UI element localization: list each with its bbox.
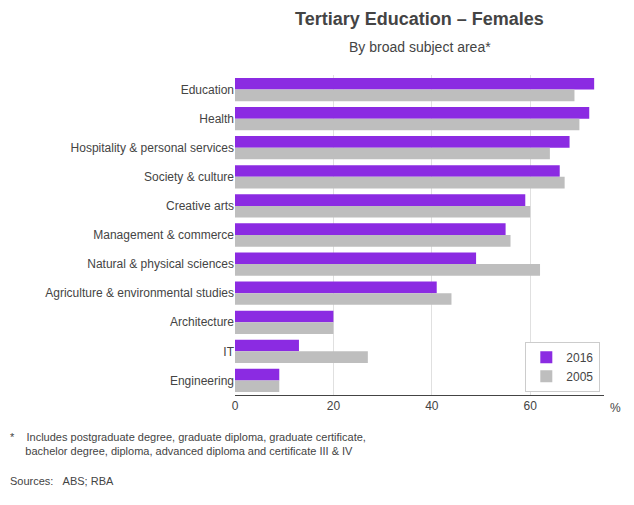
svg-text:Architecture: Architecture — [170, 315, 234, 329]
svg-text:By broad subject area*: By broad subject area* — [349, 39, 491, 55]
svg-text:2005: 2005 — [566, 370, 593, 384]
svg-text:Management & commerce: Management & commerce — [93, 228, 234, 242]
svg-text:Education: Education — [181, 83, 234, 97]
svg-text:0: 0 — [232, 399, 239, 413]
svg-text:Engineering: Engineering — [170, 374, 234, 388]
svg-text:Natural & physical sciences: Natural & physical sciences — [87, 257, 234, 271]
svg-text:%: % — [610, 401, 621, 415]
svg-text:Health: Health — [199, 112, 234, 126]
svg-text:IT: IT — [223, 345, 234, 359]
svg-text:40: 40 — [425, 399, 439, 413]
svg-text:* Includes postgraduate deg: * Includes postgraduate degree, graduate… — [10, 431, 366, 457]
svg-text:Sources: ABS; RBA: Sources: ABS; RBA — [10, 475, 114, 487]
svg-text:Tertiary Education – Females: Tertiary Education – Females — [295, 9, 544, 29]
svg-text:Creative arts: Creative arts — [166, 199, 234, 213]
svg-text:Agriculture & environmental st: Agriculture & environmental studies — [45, 286, 234, 300]
svg-text:Hospitality & personal service: Hospitality & personal services — [71, 141, 234, 155]
svg-text:60: 60 — [524, 399, 538, 413]
svg-text:Society & culture: Society & culture — [144, 170, 234, 184]
svg-text:2016: 2016 — [566, 351, 593, 365]
svg-text:20: 20 — [327, 399, 341, 413]
